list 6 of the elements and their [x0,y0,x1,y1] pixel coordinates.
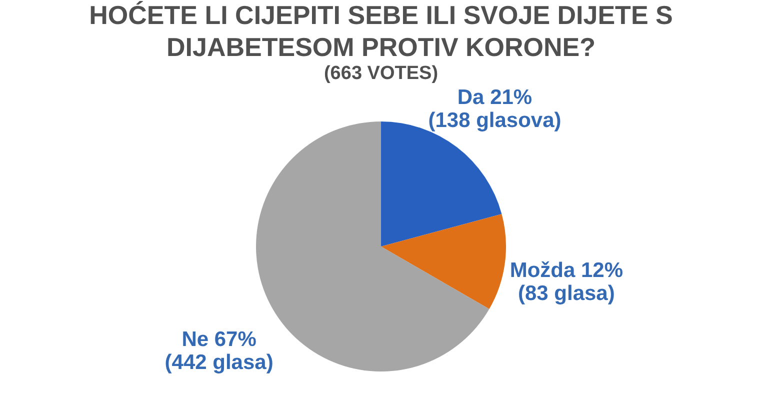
pie-slice [381,214,506,309]
slice-label: Možda 12% (83 glasa) [510,258,624,305]
chart-title: HOĆETE LI CIJEPITI SEBE ILI SVOJE DIJETE S DIJABETESOM PROTIV KORONE? [89,0,673,62]
slice-label: Da 21% (138 glasova) [428,86,562,132]
slice-label: Ne 67% (442 glasa) [164,328,274,374]
chart-subtitle: (663 VOTES) [324,63,438,84]
